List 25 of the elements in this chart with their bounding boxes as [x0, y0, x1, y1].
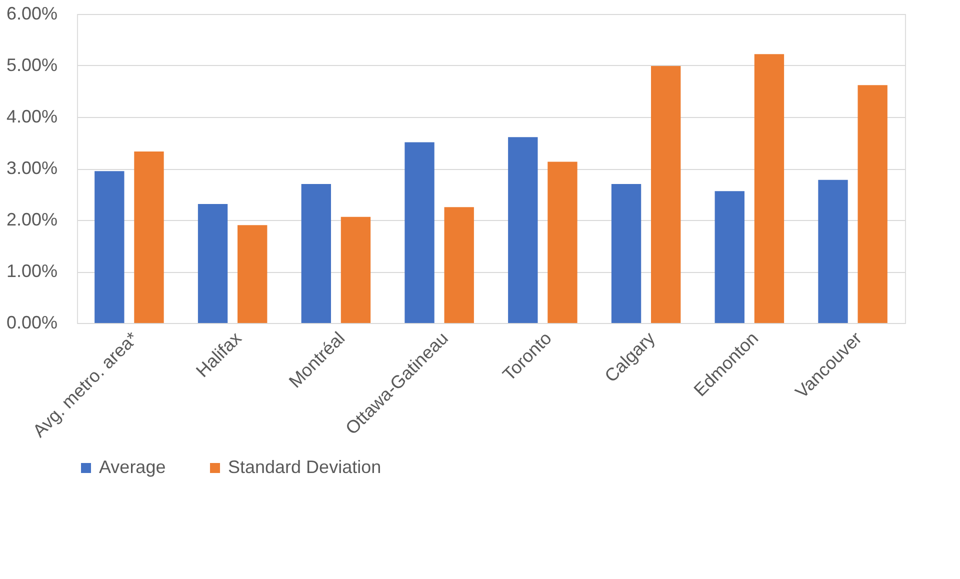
y-tick-label: 6.00%: [6, 4, 58, 24]
bar: [404, 142, 434, 323]
y-tick-label: 0.00%: [6, 312, 58, 332]
bar: [754, 54, 784, 323]
bar: [238, 225, 268, 323]
legend-label: Average: [99, 457, 166, 477]
y-tick-label: 4.00%: [6, 106, 58, 126]
bar: [198, 204, 228, 323]
bar: [508, 137, 538, 323]
bar: [818, 180, 848, 323]
y-tick-label: 3.00%: [6, 158, 58, 178]
bar: [548, 162, 578, 323]
bar: [444, 207, 474, 323]
bar: [858, 85, 888, 323]
bar: [94, 171, 124, 323]
bar: [340, 216, 371, 323]
y-tick-label: 2.00%: [6, 210, 58, 230]
bar: [651, 66, 681, 323]
bar: [301, 184, 331, 323]
bar: [134, 152, 164, 323]
legend-label: Standard Deviation: [228, 457, 382, 477]
y-tick-label: 1.00%: [6, 261, 58, 281]
bar: [611, 184, 642, 323]
bar: [714, 191, 744, 323]
y-tick-label: 5.00%: [6, 55, 58, 75]
